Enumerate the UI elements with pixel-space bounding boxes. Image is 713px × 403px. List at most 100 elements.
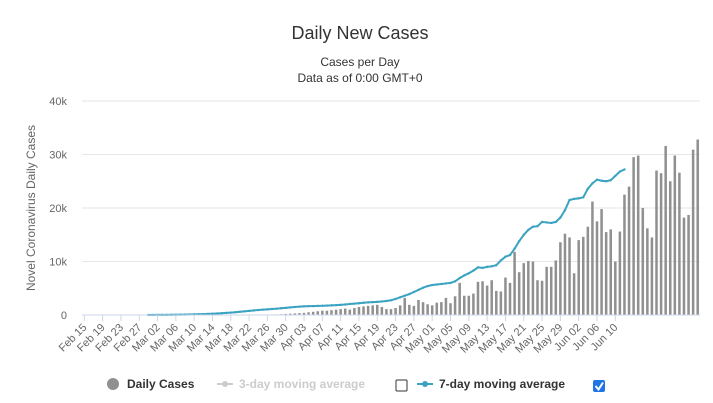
- line-point[interactable]: [394, 297, 397, 301]
- line-point[interactable]: [311, 304, 315, 308]
- bar[interactable]: [458, 282, 461, 315]
- bar[interactable]: [371, 305, 374, 315]
- line-point[interactable]: [417, 288, 420, 292]
- bar[interactable]: [289, 313, 292, 315]
- bar[interactable]: [495, 290, 498, 315]
- line-point[interactable]: [366, 301, 370, 304]
- line-point[interactable]: [321, 304, 324, 307]
- line-point[interactable]: [577, 197, 580, 200]
- line-point[interactable]: [485, 265, 489, 269]
- bar[interactable]: [362, 306, 365, 315]
- bar[interactable]: [481, 281, 484, 315]
- line-point[interactable]: [540, 220, 544, 224]
- bar[interactable]: [430, 305, 434, 315]
- bar[interactable]: [440, 302, 443, 315]
- line-point[interactable]: [353, 302, 356, 305]
- line-point[interactable]: [247, 309, 251, 313]
- line-point[interactable]: [229, 311, 232, 314]
- line-point[interactable]: [467, 272, 471, 275]
- line-point[interactable]: [257, 308, 260, 312]
- line-point[interactable]: [440, 282, 443, 286]
- line-point[interactable]: [279, 307, 283, 310]
- line-point[interactable]: [449, 281, 452, 285]
- bar[interactable]: [618, 231, 622, 315]
- line-point[interactable]: [316, 304, 319, 308]
- bar[interactable]: [668, 181, 672, 315]
- bar[interactable]: [678, 172, 681, 315]
- bar[interactable]: [696, 139, 699, 315]
- line-point[interactable]: [604, 180, 608, 183]
- line-point[interactable]: [289, 306, 292, 309]
- line-point[interactable]: [591, 182, 594, 185]
- line-point[interactable]: [476, 266, 480, 269]
- line-point[interactable]: [307, 304, 310, 308]
- legend-item-daily-cases[interactable]: Daily Cases: [107, 377, 195, 391]
- bar[interactable]: [348, 309, 352, 315]
- bar[interactable]: [376, 304, 379, 315]
- line-point[interactable]: [220, 312, 223, 315]
- line-point[interactable]: [403, 294, 406, 297]
- bar[interactable]: [357, 306, 361, 315]
- line-point[interactable]: [211, 312, 214, 315]
- line-point[interactable]: [499, 259, 503, 262]
- line-point[interactable]: [266, 308, 269, 311]
- line-point[interactable]: [362, 301, 365, 304]
- bar[interactable]: [513, 251, 516, 315]
- bar[interactable]: [623, 194, 626, 316]
- line-point[interactable]: [376, 300, 379, 304]
- line-point[interactable]: [554, 220, 557, 224]
- bar[interactable]: [586, 226, 590, 315]
- bar[interactable]: [627, 186, 631, 315]
- line-point[interactable]: [582, 196, 585, 199]
- line-point[interactable]: [481, 266, 484, 270]
- bar[interactable]: [522, 263, 526, 315]
- line-point[interactable]: [550, 221, 553, 225]
- line-point[interactable]: [527, 228, 530, 232]
- bar[interactable]: [682, 217, 686, 315]
- bar[interactable]: [646, 228, 649, 315]
- bar[interactable]: [417, 300, 420, 315]
- line-point[interactable]: [344, 303, 347, 306]
- bar[interactable]: [568, 237, 571, 315]
- bar[interactable]: [366, 305, 370, 315]
- bar[interactable]: [330, 310, 333, 315]
- bar[interactable]: [591, 201, 594, 315]
- bar[interactable]: [614, 261, 617, 316]
- legend-item-3-day-avg[interactable]: 3-day moving average: [217, 377, 365, 391]
- line-point[interactable]: [444, 282, 448, 285]
- bar[interactable]: [604, 232, 608, 315]
- bar[interactable]: [302, 312, 306, 315]
- legend-item-7-day-avg[interactable]: 7-day moving average: [417, 377, 565, 391]
- bar[interactable]: [490, 280, 493, 315]
- line-point[interactable]: [398, 296, 402, 299]
- line-point[interactable]: [426, 284, 429, 288]
- line-point[interactable]: [261, 308, 265, 311]
- bar[interactable]: [632, 157, 635, 315]
- bar[interactable]: [343, 308, 347, 315]
- line-point[interactable]: [495, 264, 498, 267]
- bar[interactable]: [517, 272, 521, 315]
- line-point[interactable]: [586, 187, 590, 190]
- bar[interactable]: [339, 309, 342, 315]
- line-point[interactable]: [504, 255, 507, 258]
- checkbox-7-day-avg[interactable]: [593, 380, 605, 392]
- bar[interactable]: [508, 282, 512, 315]
- line-point[interactable]: [270, 307, 274, 311]
- bar[interactable]: [476, 281, 480, 315]
- bar[interactable]: [321, 310, 324, 315]
- line-point[interactable]: [234, 311, 237, 314]
- bar[interactable]: [334, 309, 338, 315]
- line-point[interactable]: [389, 299, 393, 302]
- line-point[interactable]: [330, 304, 333, 307]
- line-point[interactable]: [284, 306, 287, 310]
- line-point[interactable]: [545, 221, 548, 224]
- line-point[interactable]: [371, 300, 374, 304]
- line-point[interactable]: [453, 280, 457, 283]
- bar[interactable]: [412, 305, 416, 315]
- bar[interactable]: [444, 297, 448, 315]
- bar[interactable]: [609, 229, 612, 315]
- bar[interactable]: [485, 285, 489, 315]
- line-point[interactable]: [238, 310, 242, 313]
- bar[interactable]: [298, 313, 301, 315]
- line-point[interactable]: [490, 265, 493, 268]
